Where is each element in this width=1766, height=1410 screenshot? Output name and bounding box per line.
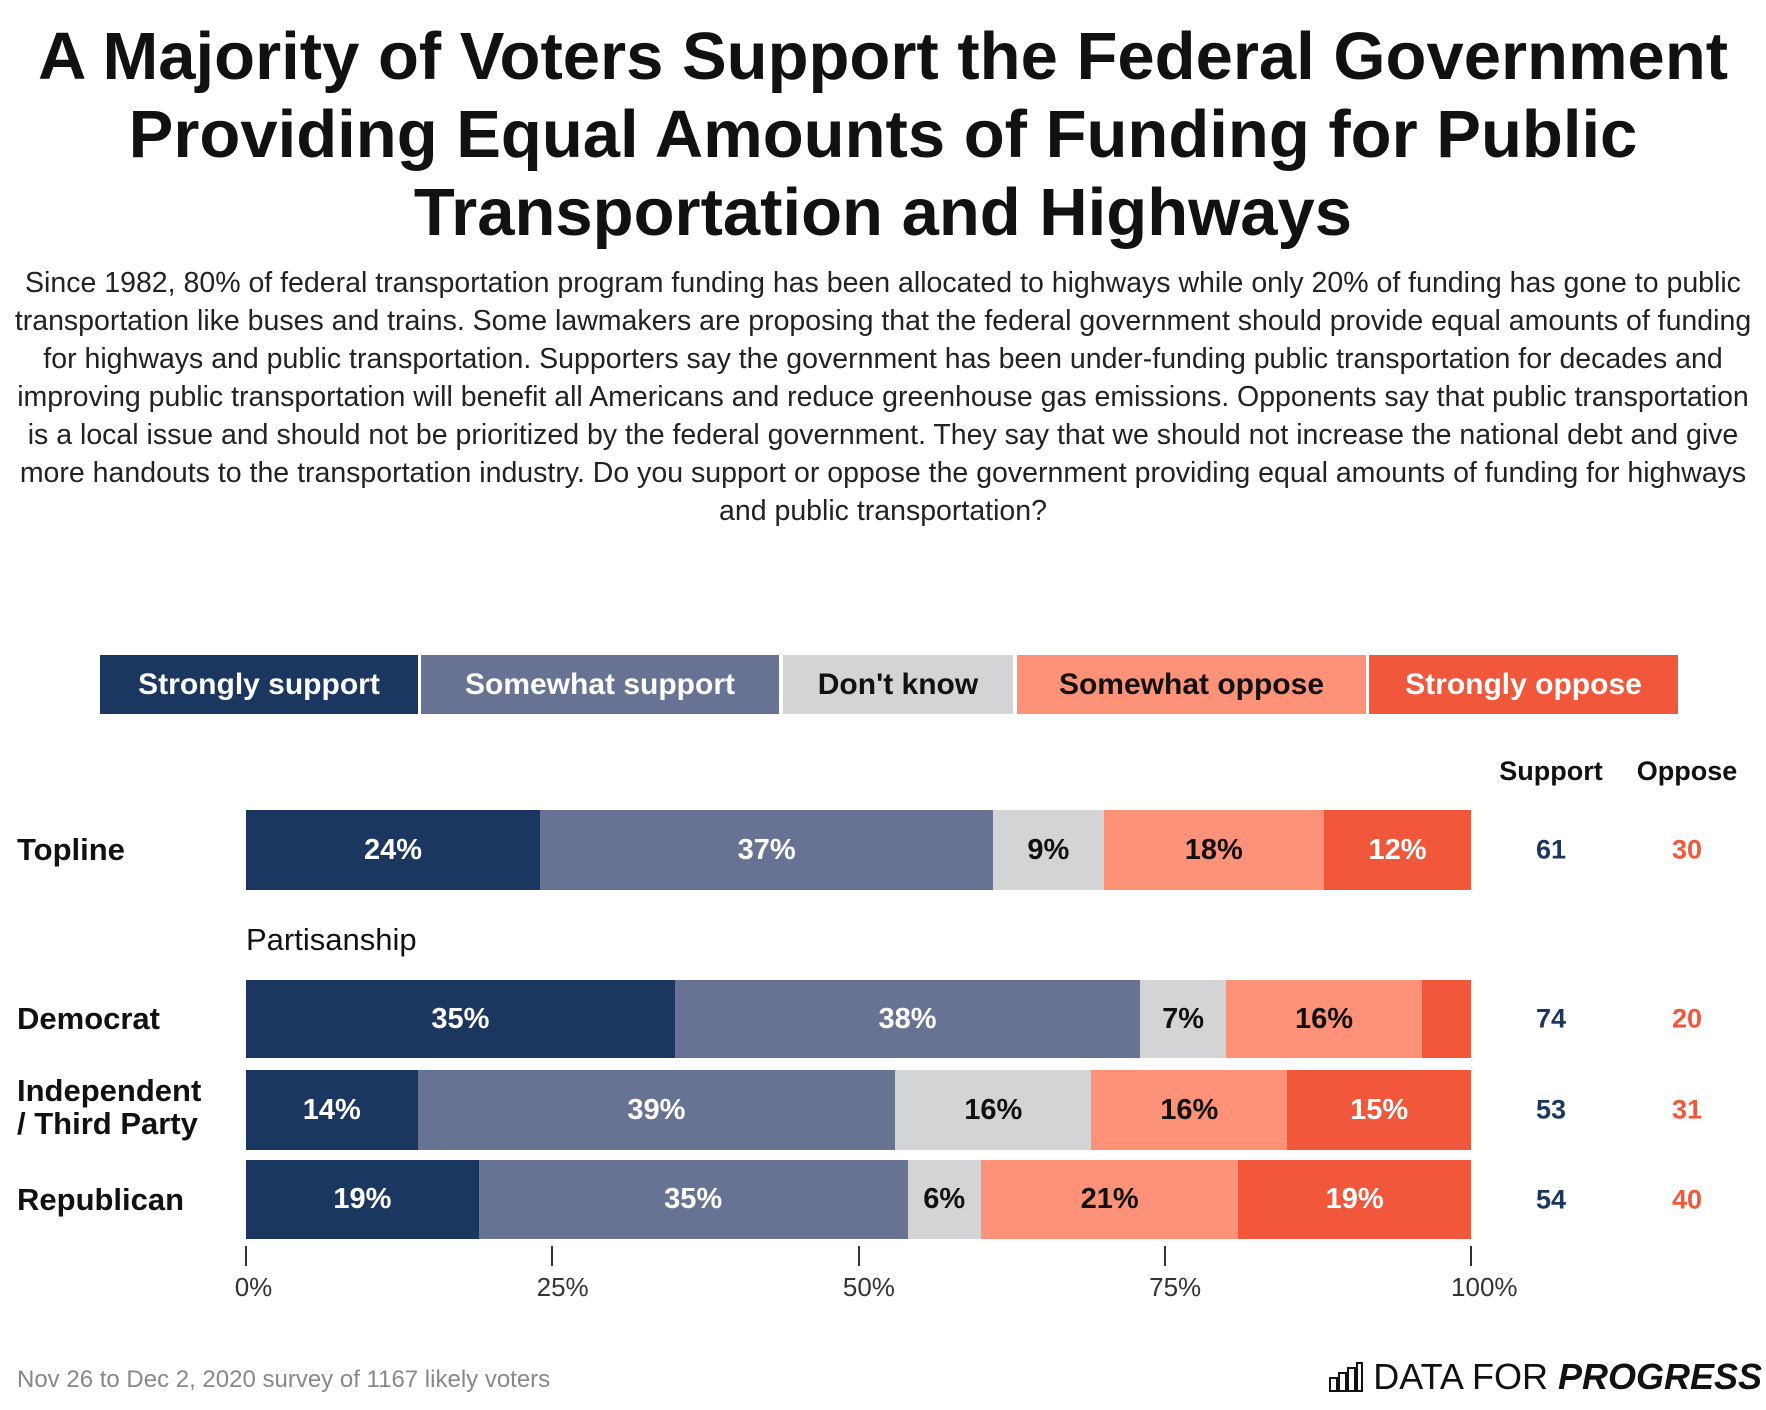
row-label: Democrat [17,1001,160,1036]
legend-item-somewhat-support: Somewhat support [421,655,779,714]
x-tick [245,1246,247,1266]
net-support-value: 53 [1535,1094,1567,1125]
data-label: 39% [627,1093,686,1126]
data-label: 16% [1160,1093,1219,1126]
bar-segment-strongly-support: 14% [246,1070,418,1150]
bar-segment-strongly-oppose [1422,980,1471,1058]
chart-title: A Majority of Voters Support the Federal… [37,19,1729,250]
row-label: Independent / Third Party [17,1073,202,1141]
bar-segment-somewhat-support: 35% [478,1160,908,1239]
x-tick-label: 50% [842,1272,895,1302]
footer-note: Nov 26 to Dec 2, 2020 survey of 1167 lik… [17,1366,551,1393]
logo: DATA FOR PROGRESS [1329,1356,1762,1398]
data-label: 38% [878,1002,937,1035]
x-tick-label: 0% [234,1272,273,1302]
x-tick [551,1246,554,1266]
x-tick [1163,1246,1166,1266]
data-label: 14% [302,1093,361,1126]
net-oppose-value: 30 [1671,834,1703,865]
data-label: 21% [1080,1183,1139,1215]
bar-segment-somewhat-oppose: 18% [1103,810,1324,890]
oppose-header: Oppose [1636,756,1738,786]
legend-item-somewhat-oppose: Somewhat oppose [1017,655,1366,714]
row-label: Topline [17,832,125,867]
net-oppose-value: 20 [1671,1003,1703,1034]
bar-segment-somewhat-support: 37% [540,810,994,890]
bar-segment-don-t-know: 16% [895,1070,1092,1150]
bar-segment-strongly-support: 24% [246,810,540,890]
x-tick [857,1246,860,1266]
net-support-value: 61 [1535,834,1567,865]
data-label: 19% [1325,1183,1384,1215]
bar-segment-strongly-support: 19% [246,1160,479,1239]
bar-segment-strongly-support: 35% [246,980,675,1058]
bar-segment-don-t-know: 7% [1140,980,1226,1058]
bar-segment-strongly-oppose: 12% [1324,810,1471,890]
chart-subtitle: Since 1982, 80% of federal transportatio… [14,267,1752,527]
x-tick-label: 25% [536,1272,589,1302]
net-support-value: 54 [1535,1184,1567,1214]
data-label: 9% [1027,833,1070,866]
bar-segment-strongly-oppose: 19% [1238,1160,1471,1239]
bar-segment-don-t-know: 9% [993,810,1104,890]
data-label: 16% [1294,1002,1354,1035]
x-tick-label: 75% [1149,1272,1202,1302]
legend-item-don-t-know: Don't know [783,655,1013,714]
data-label: 19% [333,1183,392,1215]
data-label: 12% [1368,833,1427,866]
row-label: Republican [17,1181,185,1217]
data-label: 37% [737,833,796,866]
bar-segment-somewhat-oppose: 21% [981,1160,1239,1239]
data-label: 18% [1184,833,1243,866]
bar-segment-strongly-oppose: 15% [1287,1070,1471,1150]
legend-item-strongly-oppose: Strongly oppose [1369,655,1678,714]
data-label: 16% [964,1093,1023,1126]
x-tick-label: 100% [1451,1272,1518,1302]
bar-segment-somewhat-support: 39% [417,1070,896,1150]
data-label: 15% [1350,1093,1409,1126]
logo-text-bold: PROGRESS [1557,1356,1762,1397]
logo-text-light: DATA FOR [1373,1356,1548,1397]
x-tick [1470,1246,1472,1266]
support-header: Support [1499,756,1603,786]
group-label-partisanship: Partisanship [246,922,417,957]
bar-segment-somewhat-oppose: 16% [1091,1070,1288,1150]
legend-item-strongly-support: Strongly support [100,655,418,714]
data-label: 35% [431,1002,490,1035]
bar-segment-somewhat-oppose: 16% [1226,980,1422,1058]
bar-segment-somewhat-support: 38% [674,980,1141,1058]
data-label: 35% [664,1183,723,1215]
net-oppose-value: 31 [1671,1094,1703,1125]
data-label: 24% [363,833,423,866]
bar-segment-don-t-know: 6% [907,1160,981,1239]
data-label: 7% [1162,1002,1205,1035]
data-label: 6% [923,1183,966,1215]
net-oppose-value: 40 [1671,1184,1703,1214]
bar-chart-icon [1329,1362,1364,1392]
net-support-value: 74 [1535,1003,1567,1034]
